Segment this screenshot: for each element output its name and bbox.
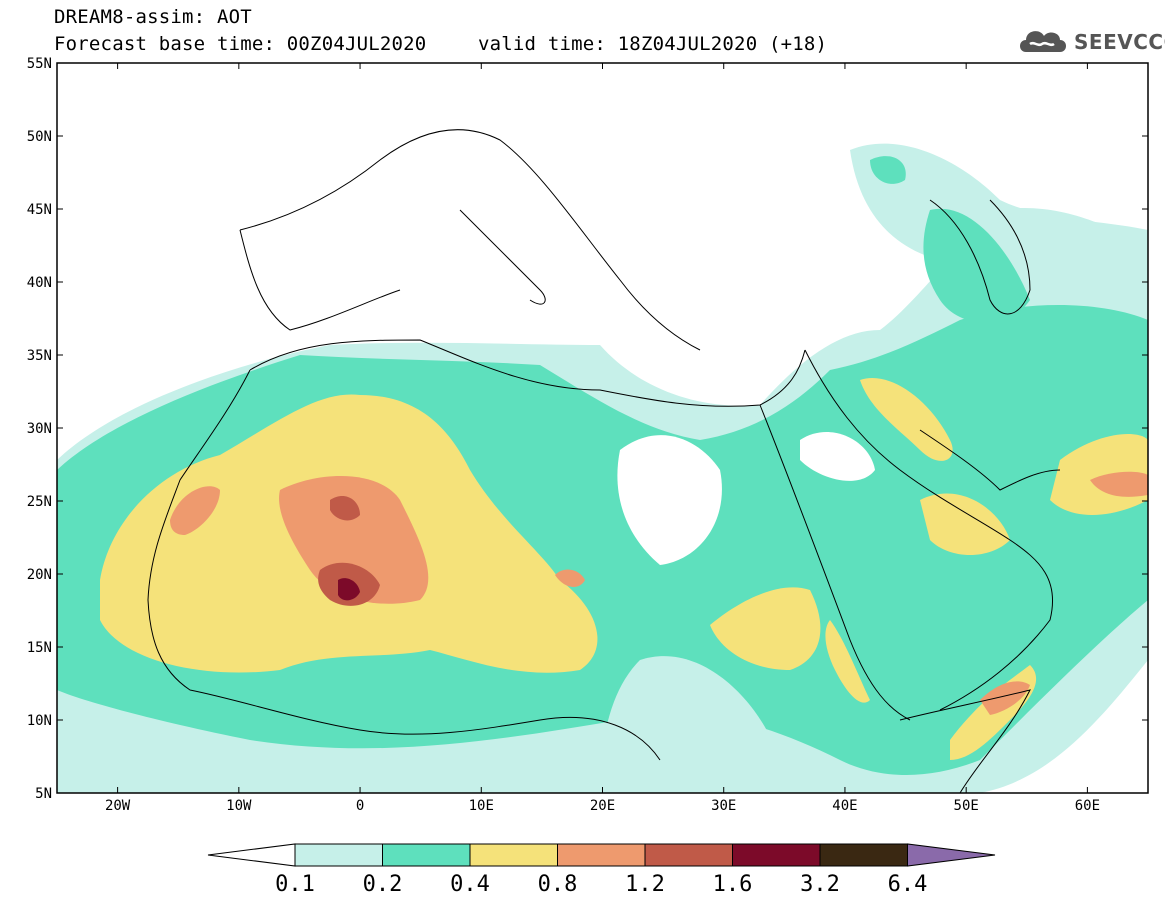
coastline-horn: [899, 689, 1031, 793]
colorbar-swatch: [644, 843, 733, 867]
lat-label: 20N: [27, 567, 52, 583]
aot-gap-arabia: [800, 431, 875, 481]
colorbar-label: 3.2: [800, 872, 840, 897]
coastline-mediterranean: [249, 339, 806, 407]
lat-label: 50N: [27, 129, 52, 145]
lon-label: 10E: [469, 798, 494, 814]
colorbar-swatch: [382, 843, 471, 867]
forecast-base-time: Forecast base time: 00Z04JUL2020: [54, 33, 427, 55]
lat-label: 5N: [35, 786, 52, 802]
aot-0-8-somalia: [980, 681, 1030, 715]
aot-1-2-north: [330, 495, 360, 521]
lat-label: 40N: [27, 275, 52, 291]
chart-title: DREAM8-assim: AOT: [54, 6, 252, 28]
aot-fields: [57, 143, 1148, 793]
lat-label: 35N: [27, 348, 52, 364]
lon-label: 30E: [711, 798, 736, 814]
aot-0-8-mauritania: [170, 486, 220, 535]
aot-0-8-oman: [1090, 471, 1148, 497]
coastline-caspian: [929, 199, 1031, 315]
colorbar-swatch: [469, 843, 558, 867]
colorbar-label: 0.2: [362, 872, 403, 897]
aot-0-4-sudan: [710, 587, 821, 670]
lon-label: 50E: [954, 798, 979, 814]
aot-0-8-mali: [279, 476, 429, 604]
lat-label: 10N: [27, 713, 52, 729]
logo-text: SEEVCCC: [1074, 30, 1165, 54]
coastline-europe: [239, 129, 701, 351]
cloud-icon: [1020, 31, 1066, 52]
lon-label: 20E: [590, 798, 615, 814]
aot-0-4-gulf: [860, 378, 953, 461]
lon-label: 20W: [105, 798, 131, 814]
aot-0-4-redsea: [825, 620, 870, 703]
lat-label: 55N: [27, 56, 52, 72]
lat-label: 25N: [27, 494, 52, 510]
colorbar-label: 1.2: [625, 872, 665, 897]
coastline-red-sea: [759, 404, 911, 721]
coastline-persian-gulf: [919, 429, 1061, 491]
coastline-africa-west: [147, 369, 661, 761]
colorbar-label: 0.8: [537, 872, 578, 897]
colorbar-label: 6.4: [887, 872, 928, 897]
aot-0-2-kazakh: [870, 156, 906, 184]
colorbar-label: 1.6: [712, 872, 753, 897]
colorbar-swatch: [732, 843, 821, 867]
lat-label: 45N: [27, 202, 52, 218]
axis-ticks: [57, 62, 1148, 794]
aot-gap-egypt: [617, 435, 722, 565]
aot-0-2-caspian: [923, 208, 1030, 323]
colorbar: [207, 843, 996, 867]
colorbar-over-triangle: [907, 843, 996, 867]
aot-0-4-arabia: [920, 493, 1010, 555]
lat-label: 30N: [27, 421, 52, 437]
lat-label: 15N: [27, 640, 52, 656]
colorbar-swatch: [294, 843, 383, 867]
colorbar-label: 0.4: [450, 872, 490, 897]
lon-label: 40E: [832, 798, 857, 814]
aot-0-1-caspian: [850, 143, 1148, 300]
lon-label: 60E: [1075, 798, 1100, 814]
colorbar-label: 0.1: [275, 872, 315, 897]
lon-label: 0: [356, 798, 364, 814]
aot-1-6-core: [338, 578, 360, 601]
lon-label: 10W: [226, 798, 252, 814]
colorbar-swatch: [557, 843, 646, 867]
coastline-arabia: [804, 349, 1054, 711]
aot-0-8-chad: [555, 569, 585, 587]
valid-time: valid time: 18Z04JUL2020 (+18): [478, 33, 828, 55]
latitude-labels: 55N 50N 45N 40N 35N 30N 25N 20N 15N 10N 5N: [27, 56, 52, 802]
aot-gap-ethiopia: [600, 656, 780, 793]
coastline-iberia: [239, 229, 401, 331]
longitude-labels: 20W 10W 0 10E 20E 30E 40E 50E 60E: [105, 798, 1100, 814]
coastlines: [147, 129, 1061, 793]
coastline-italy: [459, 209, 546, 305]
colorbar-under-triangle: [207, 843, 296, 867]
seevccc-logo: SEEVCCC: [1016, 24, 1165, 58]
colorbar-swatch: [819, 843, 908, 867]
